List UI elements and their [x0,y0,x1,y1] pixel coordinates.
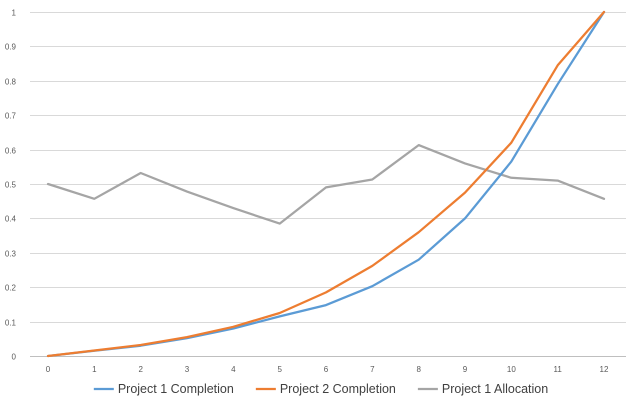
series-line [46,10,606,358]
series-lines [46,10,606,358]
x-tick-label: 4 [231,365,236,374]
gridlines [30,12,626,323]
y-tick-label: 0.2 [5,284,17,293]
x-tick-label: 2 [138,365,143,374]
x-tick-label: 0 [46,365,51,374]
x-tick-label: 7 [370,365,375,374]
y-tick-label: 0.6 [5,147,17,156]
x-tick-label: 6 [324,365,329,374]
series-line [46,143,606,225]
x-tick-label: 3 [185,365,190,374]
x-tick-label: 1 [92,365,97,374]
y-tick-label: 0.9 [5,43,17,52]
x-tick-label: 12 [600,365,609,374]
y-tick-label: 0.8 [5,78,17,87]
y-tick-label: 0.4 [5,215,17,224]
y-tick-label: 0.5 [5,181,17,190]
x-axis-tick-labels: 0 1 2 3 4 5 6 7 8 9 10 11 12 [46,365,609,374]
y-tick-label: 0 [12,353,17,362]
y-axis-tick-labels: 0 0.1 0.2 0.3 0.4 0.5 0.6 0.7 0.8 0.9 1 [5,9,17,362]
y-tick-label: 0.1 [5,319,17,328]
legend-label: Project 1 Allocation [442,382,548,396]
y-tick-label: 1 [12,9,17,18]
x-tick-label: 8 [416,365,421,374]
y-tick-label: 0.3 [5,250,17,259]
y-tick-label: 0.7 [5,112,17,121]
x-tick-label: 10 [507,365,516,374]
x-tick-label: 11 [554,365,563,374]
legend-label: Project 2 Completion [280,382,396,396]
legend-label: Project 1 Completion [118,382,234,396]
x-tick-label: 5 [277,365,282,374]
legend: Project 1 Completion Project 2 Completion… [93,382,548,396]
x-tick-label: 9 [463,365,468,374]
